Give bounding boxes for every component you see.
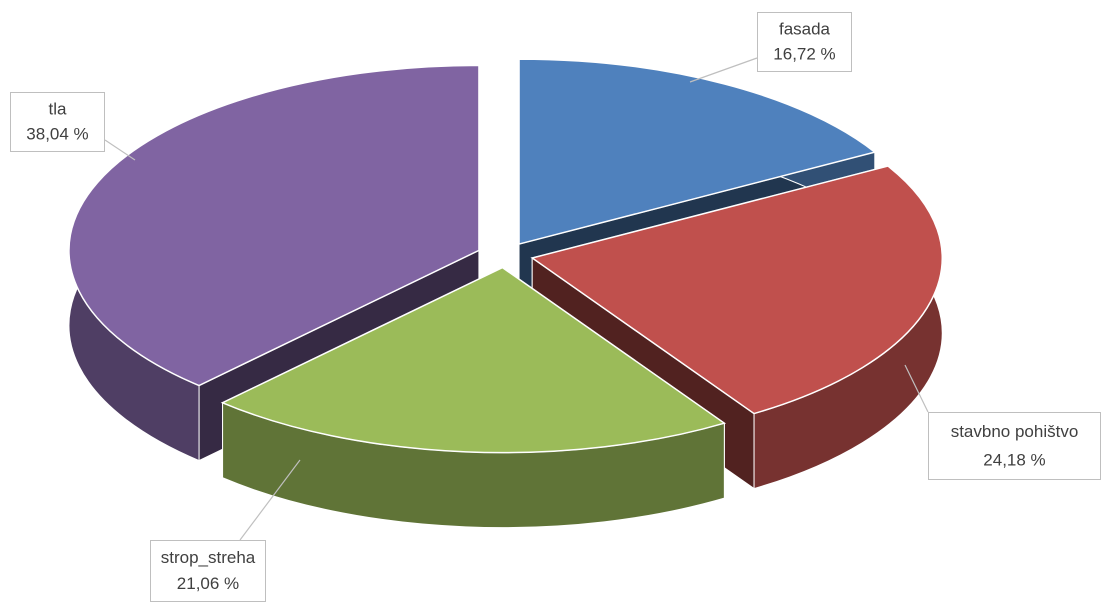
label-box — [757, 12, 852, 72]
category-label: fasada — [779, 19, 831, 38]
slice-top — [220, 266, 727, 454]
value-label: 21,06 % — [177, 574, 239, 593]
category-label: strop_streha — [161, 548, 256, 567]
slice-top — [68, 64, 480, 387]
value-label: 24,18 % — [983, 450, 1045, 469]
pie-slice — [220, 266, 727, 529]
leader-line — [904, 364, 929, 413]
category-label: stavbno pohištvo — [951, 422, 1079, 441]
label-box — [10, 92, 105, 152]
label-box — [928, 412, 1101, 480]
slice-top — [518, 58, 877, 246]
value-label: 38,04 % — [26, 125, 88, 144]
value-label: 16,72 % — [773, 45, 835, 64]
leader-line — [689, 57, 758, 83]
slice-top — [530, 165, 943, 415]
leader-line — [239, 459, 301, 541]
category-label: tla — [49, 99, 68, 118]
leader-line — [104, 139, 136, 161]
label-box — [150, 540, 266, 602]
